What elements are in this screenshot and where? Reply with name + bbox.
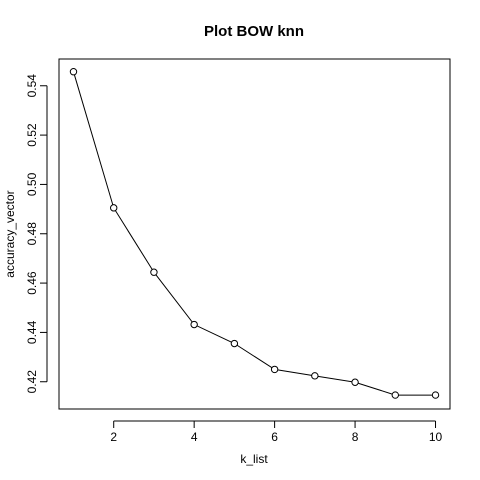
y-tick-label: 0.50 — [25, 172, 39, 196]
y-tick-label: 0.42 — [25, 370, 39, 394]
series-line — [73, 71, 436, 396]
data-point — [391, 391, 399, 399]
y-tick-label: 0.46 — [25, 271, 39, 295]
y-tick-label: 0.52 — [25, 123, 39, 147]
chart-title: Plot BOW knn — [204, 23, 304, 40]
y-tick-label: 0.54 — [25, 74, 39, 98]
data-point — [69, 68, 78, 76]
x-tick-label: 2 — [110, 430, 117, 444]
data-points — [69, 68, 440, 399]
data-point — [270, 365, 279, 374]
y-axis: 0.42 0.44 0.46 0.48 0.50 0.52 0.54 — [25, 74, 48, 394]
x-tick-label: 4 — [191, 430, 198, 444]
y-tick-label: 0.44 — [25, 320, 39, 344]
data-point — [230, 339, 239, 348]
x-tick-label: 6 — [271, 430, 278, 444]
data-point — [150, 268, 158, 276]
plot-frame — [58, 58, 451, 410]
data-point — [311, 372, 319, 380]
y-tick-label: 0.48 — [25, 222, 39, 246]
data-point — [351, 378, 359, 386]
y-axis-label: accuracy_vector — [3, 190, 17, 277]
x-axis: 2 4 6 8 10 — [110, 420, 443, 444]
data-point — [190, 320, 198, 329]
x-axis-label: k_list — [240, 452, 268, 466]
data-point — [431, 391, 440, 399]
data-point — [110, 204, 118, 212]
x-tick-label: 10 — [429, 430, 443, 444]
x-tick-label: 8 — [352, 430, 359, 444]
